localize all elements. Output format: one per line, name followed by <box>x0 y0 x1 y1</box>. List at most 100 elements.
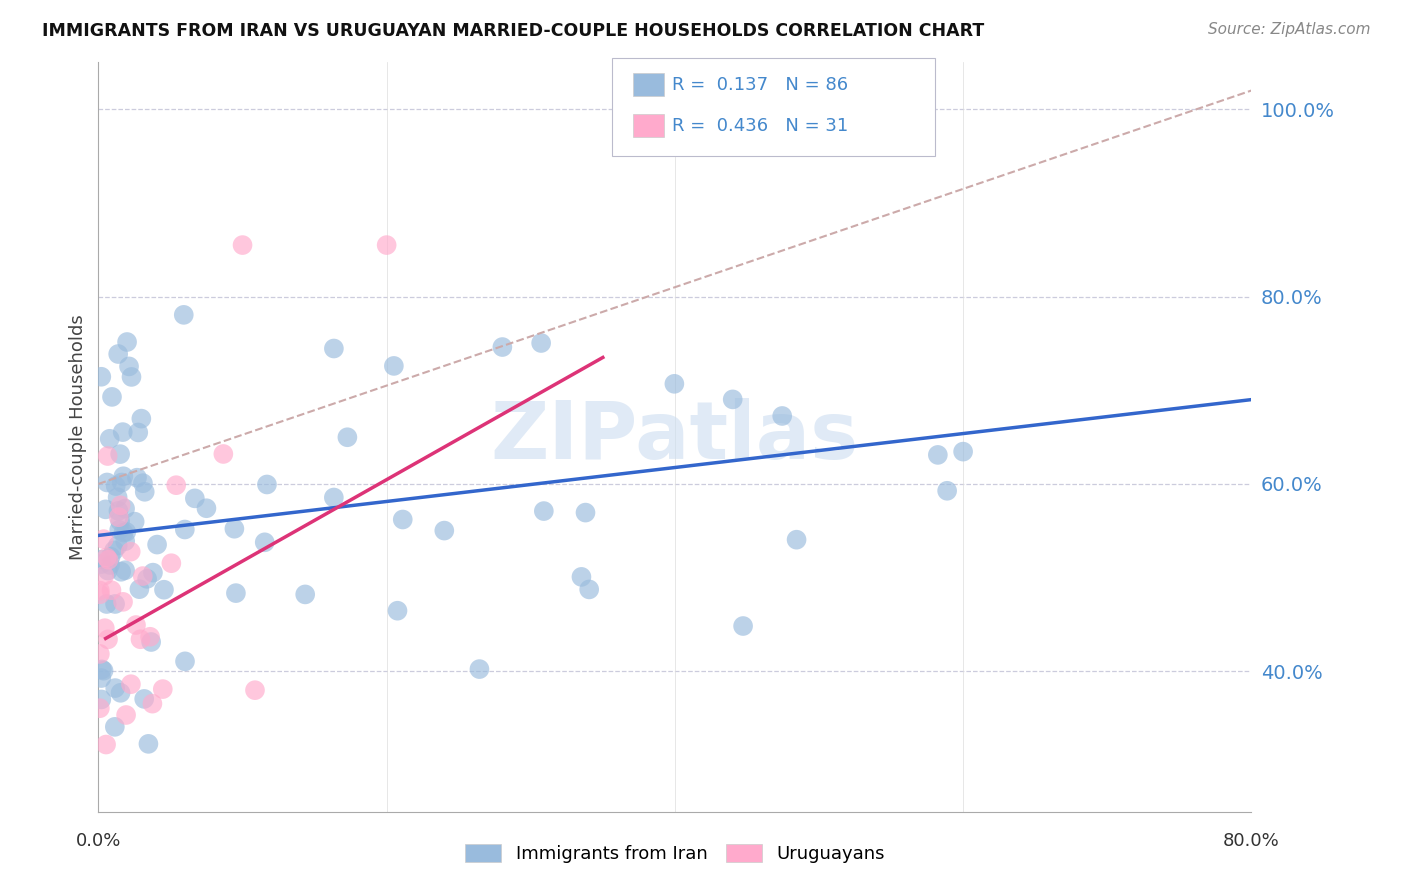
Point <box>90 369 112 384</box>
Y-axis label: Married-couple Households: Married-couple Households <box>69 314 87 560</box>
Text: Source: ZipAtlas.com: Source: ZipAtlas.com <box>1208 22 1371 37</box>
Point <box>97 632 120 647</box>
Point <box>153 582 176 597</box>
Point <box>97 449 120 463</box>
Point <box>141 635 163 649</box>
Point <box>146 538 169 552</box>
Point <box>733 619 755 633</box>
Point <box>243 683 266 698</box>
Point <box>93 664 115 678</box>
Point <box>108 514 131 528</box>
Point <box>134 692 156 706</box>
Point <box>786 533 808 547</box>
Point <box>224 522 246 536</box>
Point <box>382 359 405 373</box>
Point <box>107 504 129 518</box>
Point <box>491 340 513 354</box>
Point <box>104 720 127 734</box>
Point <box>433 524 456 538</box>
Point <box>184 491 207 506</box>
Point <box>721 392 744 407</box>
Point <box>90 671 112 685</box>
Point <box>132 476 155 491</box>
Point <box>96 597 118 611</box>
Point <box>128 582 150 597</box>
Point <box>108 523 131 537</box>
Point <box>134 484 156 499</box>
Point <box>101 390 124 404</box>
Point <box>97 553 120 567</box>
Point <box>115 334 138 349</box>
Point <box>664 376 686 391</box>
Point <box>336 430 359 444</box>
Point <box>124 515 146 529</box>
Point <box>468 662 491 676</box>
Point <box>110 686 132 700</box>
Point <box>125 618 148 632</box>
Point <box>112 595 135 609</box>
Point <box>107 490 129 504</box>
Point <box>132 569 155 583</box>
Point <box>104 597 127 611</box>
Point <box>90 662 112 676</box>
Point <box>89 587 111 601</box>
Point <box>952 444 974 458</box>
Point <box>120 544 142 558</box>
Point <box>936 483 959 498</box>
Point <box>173 308 195 322</box>
Point <box>93 532 115 546</box>
Point <box>121 370 143 384</box>
Point <box>530 336 553 351</box>
Point <box>107 539 129 553</box>
Point <box>110 499 132 513</box>
Point <box>256 477 278 491</box>
Text: IMMIGRANTS FROM IRAN VS URUGUAYAN MARRIED-COUPLE HOUSEHOLDS CORRELATION CHART: IMMIGRANTS FROM IRAN VS URUGUAYAN MARRIE… <box>42 22 984 40</box>
Point <box>927 448 949 462</box>
Point <box>112 469 135 483</box>
Point <box>89 583 111 598</box>
Text: R =  0.436   N = 31: R = 0.436 N = 31 <box>672 117 848 135</box>
Point <box>125 471 148 485</box>
Point <box>770 409 793 423</box>
Point <box>98 558 121 572</box>
Point <box>118 359 141 374</box>
Point <box>571 570 593 584</box>
Point <box>90 552 112 566</box>
Point <box>375 238 398 252</box>
Point <box>114 501 136 516</box>
Point <box>195 501 218 516</box>
Point <box>322 491 344 505</box>
Point <box>127 425 149 440</box>
Point <box>173 523 195 537</box>
Point <box>111 475 134 490</box>
Point <box>131 411 153 425</box>
Point <box>141 697 163 711</box>
Point <box>112 525 135 540</box>
Point <box>387 604 409 618</box>
Point <box>104 479 127 493</box>
Point <box>391 512 413 526</box>
Point <box>139 630 162 644</box>
Point <box>89 701 111 715</box>
Point <box>120 677 142 691</box>
Point <box>212 447 235 461</box>
Text: R =  0.137   N = 86: R = 0.137 N = 86 <box>672 76 848 94</box>
Point <box>103 543 125 558</box>
Point <box>174 654 197 668</box>
Point <box>225 586 247 600</box>
Point <box>100 549 122 564</box>
Text: 80.0%: 80.0% <box>1223 832 1279 850</box>
Point <box>129 632 152 647</box>
Point <box>114 534 136 549</box>
Point <box>322 342 344 356</box>
Point <box>107 510 129 524</box>
Point <box>138 737 160 751</box>
Point <box>152 682 174 697</box>
Point <box>136 572 159 586</box>
Point <box>231 238 254 252</box>
Point <box>253 535 276 549</box>
Point <box>115 708 138 723</box>
Point <box>97 564 120 578</box>
Point <box>578 582 600 597</box>
Point <box>94 738 117 752</box>
